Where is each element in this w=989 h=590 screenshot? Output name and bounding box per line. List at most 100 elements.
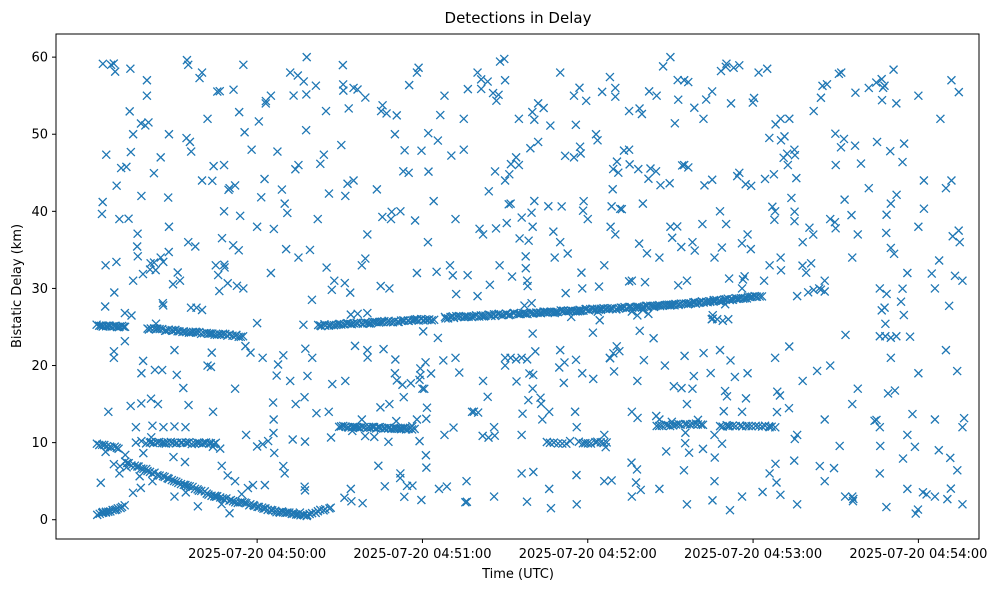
data-point-clutter (423, 128, 433, 138)
data-point-clutter (211, 260, 221, 270)
data-point-clutter (449, 423, 458, 433)
data-point-clutter (783, 160, 793, 170)
data-point-clutter (667, 417, 677, 427)
data-point-clutter (340, 191, 350, 201)
data-point-clutter (416, 495, 426, 505)
data-point-clutter (588, 328, 598, 338)
data-point-clutter (715, 206, 725, 216)
data-point-clutter (698, 444, 708, 454)
data-point-clutter (571, 355, 581, 365)
data-point-clutter (627, 458, 636, 468)
data-point-clutter (548, 227, 558, 237)
data-point-clutter (572, 422, 582, 432)
data-point-clutter (146, 432, 156, 442)
data-point-clutter (699, 348, 709, 358)
data-point-clutter (521, 251, 531, 261)
data-point-clutter (109, 346, 119, 356)
data-point-clutter (305, 245, 315, 255)
data-point-clutter (840, 195, 850, 205)
data-point-clutter (346, 310, 356, 320)
data-point-clutter (792, 499, 802, 509)
data-point-clutter (109, 59, 119, 68)
data-point-clutter (525, 143, 535, 153)
data-point-clutter (158, 300, 168, 310)
data-point-clutter (169, 452, 178, 462)
data-point-clutter (617, 204, 627, 214)
data-point-track-c (155, 471, 165, 481)
data-point-clutter (575, 83, 584, 93)
data-point-clutter (524, 236, 534, 246)
data-point-clutter (682, 276, 692, 286)
data-point-clutter (934, 445, 944, 455)
data-point-clutter (112, 181, 122, 191)
data-point-clutter (517, 353, 527, 363)
data-point-clutter (557, 202, 567, 211)
data-point-clutter (680, 428, 690, 438)
data-point-clutter (889, 65, 899, 75)
data-point-clutter (261, 99, 271, 108)
data-point-clutter (147, 476, 157, 486)
data-point-clutter (882, 210, 892, 220)
data-point-clutter (667, 233, 677, 243)
data-point-clutter (291, 399, 301, 409)
data-point-track-b (557, 439, 567, 449)
data-point-clutter (96, 478, 106, 488)
data-point-clutter (651, 411, 661, 421)
data-point-clutter (737, 283, 747, 293)
data-point-clutter (415, 436, 425, 446)
data-point-track-d (92, 510, 102, 520)
data-point-clutter (878, 83, 888, 93)
data-point-clutter (224, 185, 233, 195)
data-point-clutter (278, 350, 288, 360)
data-point-clutter (170, 492, 179, 502)
data-point-clutter (459, 114, 469, 124)
data-point-track-a (362, 318, 372, 328)
data-point-clutter (746, 244, 756, 254)
data-point-clutter (801, 268, 811, 278)
data-point-clutter (132, 242, 142, 251)
data-point-clutter (190, 242, 200, 251)
data-point-track-a (119, 322, 129, 332)
data-point-clutter (942, 494, 952, 504)
data-point-clutter (638, 305, 648, 315)
data-point-clutter (126, 401, 136, 411)
data-point-clutter (798, 376, 808, 386)
data-point-clutter (269, 448, 279, 458)
data-point-clutter (163, 193, 173, 203)
data-point-clutter (377, 212, 387, 222)
data-point-clutter (149, 168, 159, 178)
data-point-clutter (281, 244, 291, 254)
data-point-clutter (463, 270, 473, 280)
data-point-clutter (489, 422, 499, 432)
data-point-clutter (882, 289, 892, 299)
data-point-clutter (732, 171, 742, 181)
data-point-clutter (877, 95, 887, 105)
data-point-clutter (490, 166, 500, 176)
data-point-clutter (278, 461, 288, 471)
data-point-clutter (950, 271, 960, 281)
data-point-clutter (340, 376, 350, 386)
data-point-clutter (941, 345, 951, 355)
data-point-clutter (776, 265, 786, 275)
data-point-clutter (673, 75, 683, 85)
data-point-clutter (892, 190, 902, 200)
data-point-clutter (544, 484, 554, 494)
data-point-clutter (528, 329, 538, 339)
data-point-clutter (294, 160, 303, 170)
data-point-clutter (612, 341, 622, 351)
data-point-clutter (289, 91, 299, 101)
data-point-clutter (421, 463, 431, 473)
data-point-clutter (607, 475, 617, 485)
data-point-clutter (809, 285, 819, 295)
data-point-clutter (311, 408, 321, 418)
data-point-clutter (635, 326, 645, 336)
data-point-clutter (502, 218, 512, 228)
data-point-clutter (946, 484, 956, 494)
data-point-clutter (375, 402, 385, 412)
data-point-clutter (633, 413, 643, 423)
data-point-clutter (230, 476, 240, 486)
data-point-clutter (682, 399, 692, 409)
data-point-clutter (954, 87, 964, 97)
data-point-clutter (610, 229, 620, 239)
data-point-clutter (864, 83, 874, 93)
